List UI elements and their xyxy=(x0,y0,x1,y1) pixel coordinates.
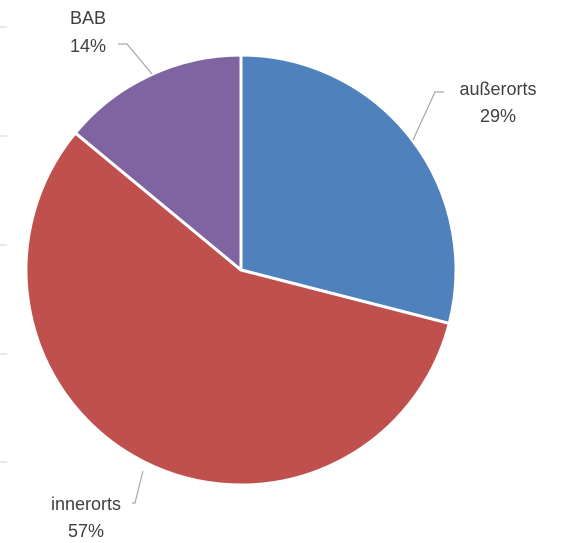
leader-line-ausserorts xyxy=(412,91,444,141)
slice-label-ausserorts: außerorts 29% xyxy=(459,79,536,126)
pie-slice-ausserorts xyxy=(239,53,458,325)
leader-line-innerorts xyxy=(132,470,144,504)
slice-label-bab: BAB 14% xyxy=(70,8,106,56)
slice-label-bab-name: BAB xyxy=(70,8,106,28)
edge-ticks xyxy=(0,26,7,463)
slice-label-innerorts: innerorts 57% xyxy=(51,494,121,541)
slice-label-ausserorts-value: 29% xyxy=(480,106,516,126)
pie-slice-bab xyxy=(73,53,243,272)
slice-label-innerorts-value: 57% xyxy=(68,521,104,541)
pie-slices xyxy=(24,53,458,487)
leader-lines xyxy=(118,43,444,504)
leader-line-bab xyxy=(118,43,153,75)
pie-slice-innerorts xyxy=(24,131,451,487)
slice-label-innerorts-name: innerorts xyxy=(51,494,121,514)
slice-label-ausserorts-name: außerorts xyxy=(459,79,536,99)
slice-label-bab-value: 14% xyxy=(70,36,106,56)
